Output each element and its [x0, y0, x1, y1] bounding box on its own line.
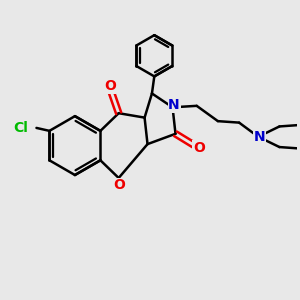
Text: Cl: Cl [13, 121, 28, 135]
Text: O: O [114, 178, 125, 192]
Text: O: O [193, 141, 205, 155]
Text: N: N [168, 98, 180, 112]
Text: N: N [254, 130, 266, 144]
Text: O: O [104, 79, 116, 93]
